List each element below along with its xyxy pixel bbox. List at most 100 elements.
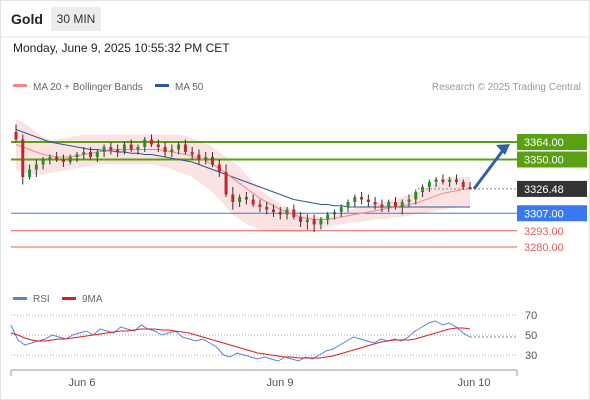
candle-body xyxy=(14,132,18,140)
candle-body xyxy=(332,212,336,215)
candle-body xyxy=(258,204,262,207)
candle-body xyxy=(278,212,282,215)
candle-body xyxy=(109,147,113,150)
resistance-level-value: 3350.00 xyxy=(524,155,564,167)
rsi-grid-layer: 70 50 30 xyxy=(11,310,537,362)
candle xyxy=(197,149,201,165)
last-level-tag-bg xyxy=(517,180,587,197)
candle-body xyxy=(346,202,350,207)
pivot-level-tag-bg xyxy=(517,205,587,222)
candle-body xyxy=(285,209,289,215)
rsi-ma-legend-swatch xyxy=(62,297,76,300)
candle-body xyxy=(197,154,201,160)
candle-body xyxy=(434,179,438,182)
candle xyxy=(346,199,350,212)
candle xyxy=(326,212,330,225)
candle-body xyxy=(68,157,72,162)
candle-body xyxy=(393,202,397,207)
candle xyxy=(299,212,303,227)
candle xyxy=(258,199,262,212)
candle xyxy=(217,159,221,177)
candle xyxy=(61,154,65,167)
candle-body xyxy=(170,149,174,152)
candle xyxy=(75,152,79,162)
candle-body xyxy=(190,152,194,155)
candle xyxy=(34,159,38,177)
forecast-arrow-shaft xyxy=(472,148,506,190)
candle-body xyxy=(380,204,384,207)
candle xyxy=(278,207,282,220)
x-tick-label-jun6: Jun 6 xyxy=(69,377,96,389)
candle xyxy=(441,174,445,185)
x-tick-label-jun10: Jun 10 xyxy=(457,377,490,389)
candle-body xyxy=(21,139,25,177)
candle xyxy=(55,152,59,162)
rsi-legend-label: RSI xyxy=(33,294,50,305)
candle xyxy=(244,192,248,205)
candle-body xyxy=(427,182,431,187)
candle-body xyxy=(271,209,275,212)
candle xyxy=(271,204,275,217)
candle xyxy=(68,154,72,165)
candle xyxy=(319,217,323,230)
candle-layer xyxy=(14,124,472,232)
rsi-lines-layer xyxy=(10,320,517,362)
candle-body xyxy=(353,197,357,202)
level-tag: 3350.00 xyxy=(517,151,587,168)
level-tag: 3326.48 xyxy=(517,180,587,197)
candle xyxy=(414,189,418,205)
candle-body xyxy=(143,139,147,147)
forecast-arrow-head xyxy=(496,144,510,155)
candle xyxy=(339,204,343,217)
candle-body xyxy=(211,157,215,165)
candle-body xyxy=(41,159,45,165)
candle-body xyxy=(75,154,79,157)
candle-body xyxy=(231,194,235,202)
rsi-line xyxy=(10,320,471,362)
candle xyxy=(373,197,377,210)
candle-body xyxy=(150,139,154,145)
candle xyxy=(427,179,431,192)
candle xyxy=(102,144,106,157)
x-axis: Jun 6 Jun 9 Jun 10 xyxy=(10,369,518,389)
candle xyxy=(204,152,208,165)
candle-body xyxy=(265,207,269,210)
candle-body xyxy=(244,197,248,200)
candle-body xyxy=(95,152,99,157)
candle xyxy=(183,139,187,155)
candle-body xyxy=(407,199,411,202)
candle-body xyxy=(400,202,404,207)
pivot-level-value: 3307.00 xyxy=(524,208,564,220)
candle xyxy=(454,174,458,185)
candle xyxy=(393,197,397,210)
candle-body xyxy=(251,199,255,205)
candle xyxy=(122,142,126,155)
support-level-value: 3280.00 xyxy=(524,242,564,254)
forecast-arrow-layer xyxy=(472,144,510,190)
candle xyxy=(150,134,154,147)
candle xyxy=(129,139,133,152)
candle-body xyxy=(441,179,445,182)
candle-body xyxy=(61,159,65,162)
candle-body xyxy=(319,219,323,225)
timeframe-button[interactable]: 30 MIN xyxy=(51,7,101,31)
candle-body xyxy=(129,144,133,150)
x-tick-label-jun9: Jun 9 xyxy=(267,377,294,389)
candle-body xyxy=(217,164,221,172)
candle xyxy=(136,144,140,155)
candle xyxy=(211,152,215,167)
candle-body xyxy=(34,164,38,170)
datetime-label: Monday, June 9, 2025 10:55:32 PM CET xyxy=(13,41,230,55)
instrument-title: Gold xyxy=(11,11,43,27)
candle-body xyxy=(156,144,160,147)
candle xyxy=(143,137,147,152)
candle-body xyxy=(448,179,452,182)
level-labels-layer: 3364.00 3350.00 3326.48 3307.00 3293.00 3280.… xyxy=(517,134,587,254)
candle xyxy=(82,147,86,160)
candle-body xyxy=(136,147,140,150)
candle-body xyxy=(387,202,391,207)
candle-body xyxy=(183,144,187,152)
candle-body xyxy=(204,157,208,160)
candle-body xyxy=(292,209,296,217)
